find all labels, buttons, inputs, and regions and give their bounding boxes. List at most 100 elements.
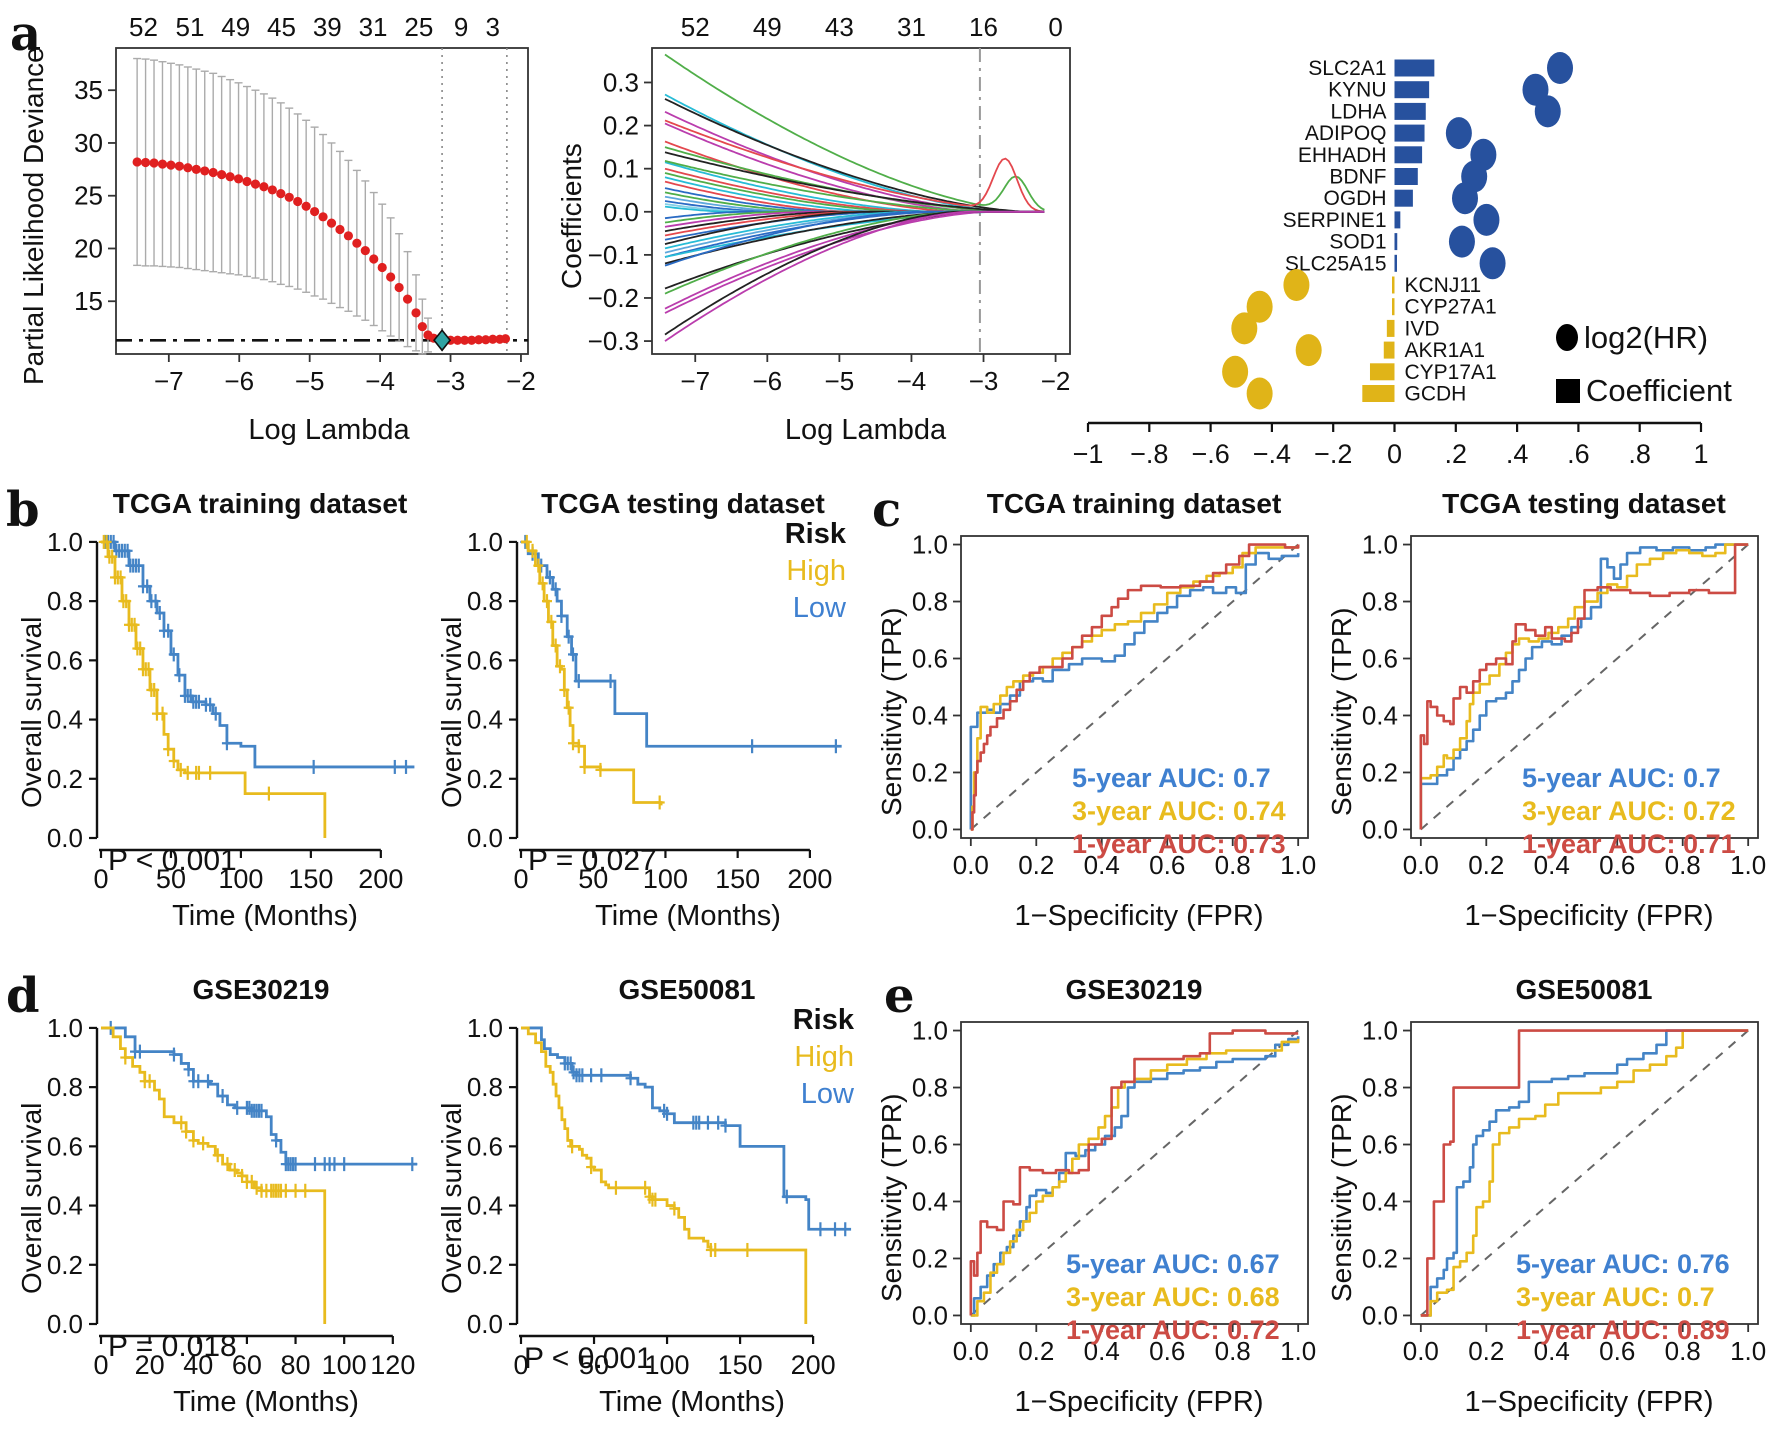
svg-text:0.2: 0.2 (467, 1250, 503, 1280)
svg-text:0.8: 0.8 (1215, 850, 1251, 880)
svg-text:0.6: 0.6 (1599, 850, 1635, 880)
svg-text:.4: .4 (1506, 439, 1529, 466)
chart-title: GSE30219 (1065, 974, 1203, 1005)
forest-legend: log2(HR) Coefficient (1556, 322, 1732, 428)
svg-text:50: 50 (578, 864, 608, 894)
svg-text:49: 49 (221, 12, 250, 42)
svg-text:0.0: 0.0 (467, 823, 503, 853)
svg-text:0.8: 0.8 (467, 1072, 503, 1102)
svg-text:−0.1: −0.1 (588, 240, 639, 270)
p-value: P < 0.001 (524, 1342, 653, 1375)
svg-text:KCNJ11: KCNJ11 (1405, 274, 1482, 297)
svg-text:0.6: 0.6 (912, 1130, 948, 1160)
auc-legend: 5-year AUC: 0.7 3-year AUC: 0.72 1-year … (1522, 762, 1736, 861)
svg-text:0.4: 0.4 (467, 705, 503, 735)
svg-text:31: 31 (359, 12, 388, 42)
auc-3yr: 3-year AUC: 0.7 (1516, 1282, 1715, 1312)
roc-plot: 0.0 0.2 0.4 0.6 0.8 1.0 0.0 0.2 0.4 0.6 0.8 1.0 (1362, 1016, 1766, 1366)
auc-1yr: 1-year AUC: 0.73 (1072, 829, 1286, 859)
svg-text:−7: −7 (680, 366, 710, 396)
svg-text:SLC25A15: SLC25A15 (1285, 252, 1387, 275)
svg-text:3: 3 (486, 12, 500, 42)
auc-1yr: 1-year AUC: 0.72 (1066, 1315, 1280, 1345)
svg-text:0.2: 0.2 (1468, 850, 1504, 880)
svg-text:0: 0 (1387, 439, 1402, 466)
panel-km-gse30219: GSE30219 Overall survival 0.0 0.2 0.4 0.6 0.… (16, 958, 436, 1436)
svg-text:0.4: 0.4 (47, 1191, 83, 1221)
svg-text:0.4: 0.4 (1362, 1186, 1398, 1216)
panel-km-gse50081: GSE50081 Overall survival 0.0 0.2 0.4 0.6 0.… (436, 958, 868, 1436)
svg-text:−2: −2 (506, 366, 536, 396)
risk-legend: Risk High Low (785, 516, 846, 627)
svg-text:0.1: 0.1 (603, 154, 639, 184)
auc-legend: 5-year AUC: 0.67 3-year AUC: 0.68 1-year… (1066, 1248, 1280, 1347)
chart-title: TCGA training dataset (112, 488, 408, 519)
panel-km-tcga-training: TCGA training dataset Overall survival 0… (16, 472, 434, 950)
p-value: P = 0.027 (528, 844, 657, 877)
svg-text:0.0: 0.0 (912, 814, 948, 844)
svg-text:0.4: 0.4 (467, 1191, 503, 1221)
svg-text:0.2: 0.2 (603, 111, 639, 141)
svg-text:0.8: 0.8 (1362, 1073, 1398, 1103)
x-axis-label: Log Lambda (784, 414, 947, 446)
svg-text:0.4: 0.4 (1362, 700, 1398, 730)
svg-text:1.0: 1.0 (467, 528, 503, 557)
svg-text:0.6: 0.6 (1149, 1336, 1185, 1366)
legend-item-hr: log2(HR) (1556, 322, 1732, 353)
panel-lasso-cv: Partial Likelihood Deviance −7 −6 −5 −4 −3 −2… (18, 6, 540, 464)
panel-letter-d: d (6, 968, 40, 1024)
risk-legend-title: Risk (792, 1004, 854, 1036)
auc-3yr: 3-year AUC: 0.74 (1072, 796, 1286, 826)
auc-legend: 5-year AUC: 0.7 3-year AUC: 0.74 1-year … (1072, 762, 1286, 861)
auc-legend: 5-year AUC: 0.76 3-year AUC: 0.7 1-year … (1516, 1248, 1730, 1347)
svg-text:150: 150 (715, 864, 760, 894)
svg-text:0.0: 0.0 (603, 197, 639, 227)
p-value: P < 0.001 (108, 844, 237, 877)
svg-text:0.2: 0.2 (912, 757, 948, 787)
svg-text:25: 25 (404, 12, 433, 42)
svg-text:0.0: 0.0 (1403, 1336, 1439, 1366)
legend-label: log2(HR) (1584, 320, 1709, 355)
svg-text:−3: −3 (436, 366, 466, 396)
auc-5yr: 5-year AUC: 0.76 (1516, 1249, 1730, 1279)
svg-text:1.0: 1.0 (47, 1014, 83, 1043)
svg-text:52: 52 (129, 12, 158, 42)
panel-letter-b: b (6, 482, 40, 538)
svg-text:1: 1 (1693, 439, 1708, 466)
svg-text:LDHA: LDHA (1330, 100, 1386, 123)
x-axis-label: Log Lambda (248, 414, 410, 446)
svg-text:0.6: 0.6 (467, 1131, 503, 1161)
svg-text:−.8: −.8 (1130, 439, 1168, 466)
svg-text:0.6: 0.6 (1362, 1130, 1398, 1160)
svg-text:.8: .8 (1628, 439, 1651, 466)
svg-text:0.2: 0.2 (1362, 1243, 1398, 1273)
svg-text:0.4: 0.4 (1084, 850, 1120, 880)
svg-text:0: 0 (513, 1350, 528, 1380)
svg-text:0: 0 (93, 864, 108, 894)
svg-text:1.0: 1.0 (1280, 1336, 1316, 1366)
svg-text:BDNF: BDNF (1329, 166, 1386, 189)
svg-text:200: 200 (791, 1350, 836, 1380)
svg-text:50: 50 (579, 1350, 609, 1380)
svg-text:−0.3: −0.3 (588, 326, 639, 356)
risk-legend-high: High (786, 555, 846, 587)
svg-text:CYP17A1: CYP17A1 (1405, 361, 1497, 384)
svg-text:0.0: 0.0 (1403, 850, 1439, 880)
panel-letter-a: a (10, 6, 42, 62)
km-plot: 0.0 0.2 0.4 0.6 0.8 1.0 0 50 100 150 200 (467, 1014, 852, 1380)
legend-item-coefficient: Coefficient (1556, 375, 1732, 406)
square-icon (1556, 378, 1580, 403)
svg-text:0.8: 0.8 (47, 586, 83, 616)
p-value: P = 0.018 (108, 1330, 237, 1363)
x-axis-label: Time (Months) (172, 900, 358, 932)
risk-legend-low: Low (792, 592, 846, 624)
x-axis-label: Time (Months) (173, 1386, 359, 1418)
svg-text:0.2: 0.2 (47, 764, 83, 794)
svg-text:0.2: 0.2 (1018, 1336, 1054, 1366)
svg-text:0.0: 0.0 (47, 1309, 83, 1339)
panel-roc-tcga-training: TCGA training dataset Sensitivity (TPR) … (876, 472, 1322, 950)
x-axis-label: 1−Specificity (FPR) (1464, 1386, 1714, 1418)
svg-text:0.8: 0.8 (1215, 1336, 1251, 1366)
svg-text:43: 43 (825, 12, 854, 42)
svg-text:−4: −4 (365, 366, 395, 396)
